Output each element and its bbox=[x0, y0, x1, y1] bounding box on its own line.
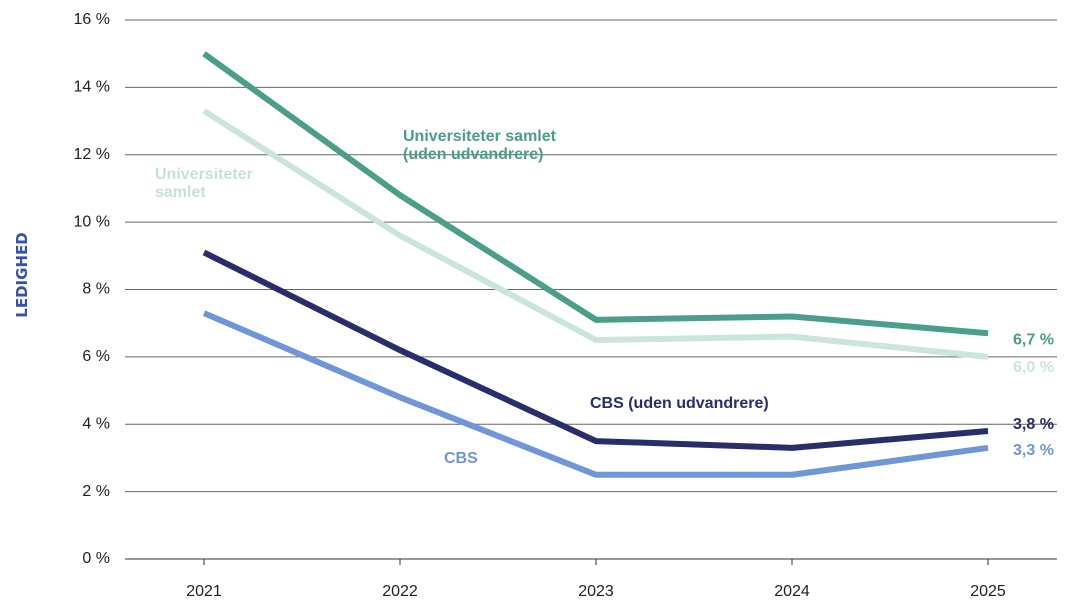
y-tick-label: 12 % bbox=[74, 146, 110, 163]
y-tick-label: 2 % bbox=[82, 483, 110, 500]
y-axis-label: LEDIGHED bbox=[13, 232, 31, 318]
y-tick-label: 16 % bbox=[74, 11, 110, 28]
y-tick-label: 4 % bbox=[82, 415, 110, 432]
x-tick-label: 2025 bbox=[970, 583, 1006, 600]
x-tick-label: 2023 bbox=[578, 583, 614, 600]
y-tick-label: 0 % bbox=[82, 550, 110, 567]
series-line bbox=[202, 249, 989, 451]
series-label: Universiteter samlet bbox=[155, 166, 253, 201]
series-line bbox=[202, 310, 989, 478]
x-tick-label: 2021 bbox=[186, 583, 222, 600]
y-tick-label: 14 % bbox=[74, 79, 110, 96]
value-label: 3,3 % bbox=[1013, 442, 1054, 459]
x-tick-label: 2022 bbox=[382, 583, 418, 600]
value-label: 6,0 % bbox=[1013, 359, 1054, 376]
y-tick-label: 6 % bbox=[82, 348, 110, 365]
series-line bbox=[202, 108, 989, 360]
y-tick-label: 10 % bbox=[74, 213, 110, 230]
value-label: 6,7 % bbox=[1013, 332, 1054, 349]
value-label: 3,8 % bbox=[1013, 416, 1054, 433]
series-label: Universiteter samlet (uden udvandrere) bbox=[403, 128, 556, 163]
series-line bbox=[202, 51, 989, 337]
x-tick-label: 2024 bbox=[774, 583, 810, 600]
series-label: CBS (uden udvandrere) bbox=[590, 395, 769, 412]
y-tick-label: 8 % bbox=[82, 281, 110, 298]
series-label: CBS bbox=[444, 450, 478, 467]
